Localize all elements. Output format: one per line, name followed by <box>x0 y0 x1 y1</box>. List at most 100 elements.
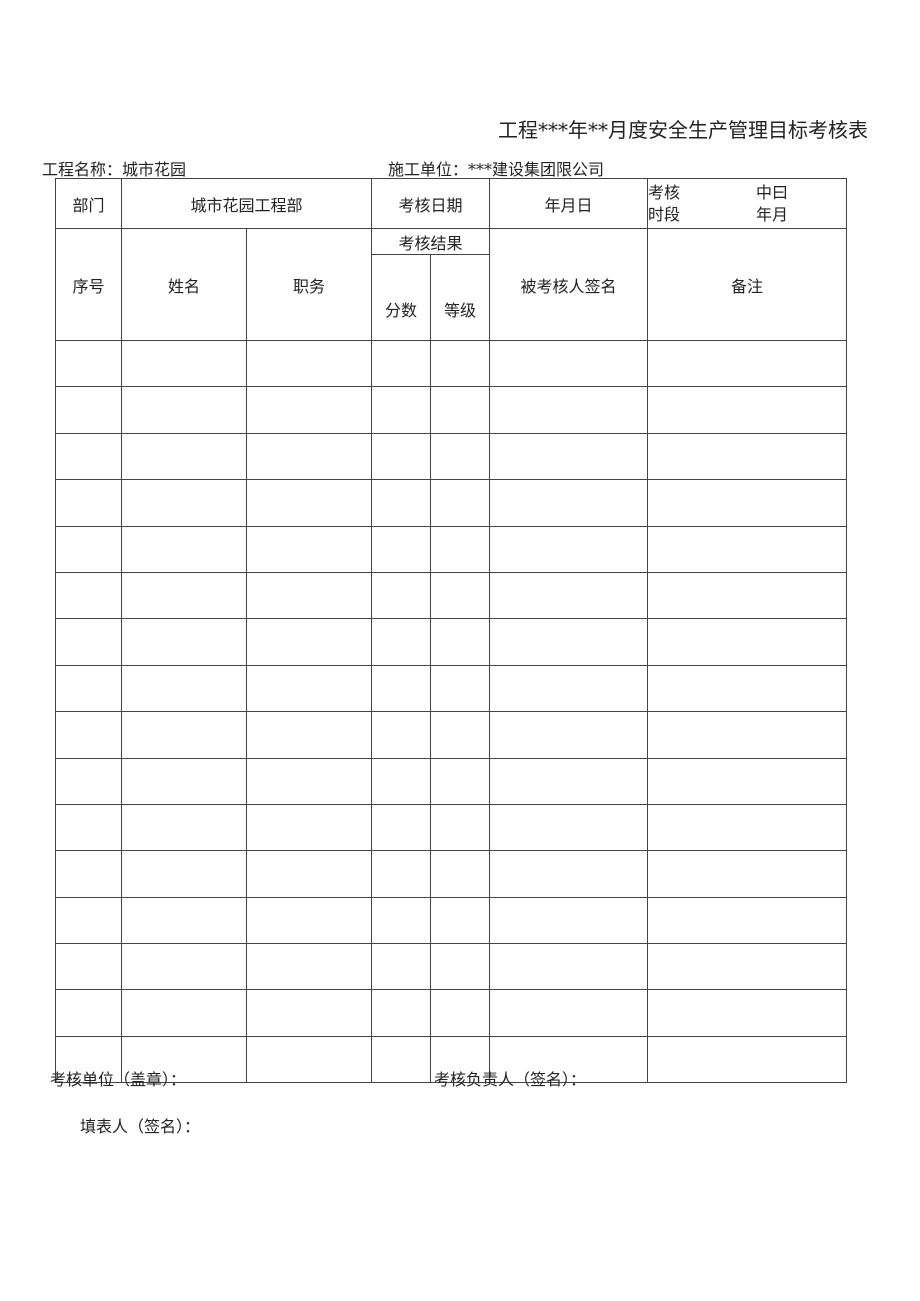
empty-cell[interactable] <box>371 571 432 620</box>
empty-cell[interactable] <box>55 711 122 759</box>
empty-cell[interactable] <box>55 757 122 805</box>
empty-cell[interactable] <box>430 943 491 991</box>
empty-cell[interactable] <box>121 571 247 620</box>
empty-cell[interactable] <box>647 850 848 898</box>
empty-cell[interactable] <box>430 757 491 805</box>
empty-cell[interactable] <box>430 1035 491 1084</box>
empty-cell[interactable] <box>371 989 432 1037</box>
empty-cell[interactable] <box>647 896 848 945</box>
empty-cell[interactable] <box>647 571 848 620</box>
empty-cell[interactable] <box>647 711 848 759</box>
empty-cell[interactable] <box>371 479 432 527</box>
empty-cell[interactable] <box>371 711 432 759</box>
empty-cell[interactable] <box>55 525 122 573</box>
empty-cell[interactable] <box>245 664 373 713</box>
empty-cell[interactable] <box>371 757 432 805</box>
empty-cell[interactable] <box>371 339 432 388</box>
empty-cell[interactable] <box>55 896 122 945</box>
empty-cell[interactable] <box>489 432 649 481</box>
empty-cell[interactable] <box>55 571 122 620</box>
empty-cell[interactable] <box>245 850 373 898</box>
empty-cell[interactable] <box>430 803 491 852</box>
empty-cell[interactable] <box>245 989 373 1037</box>
empty-cell[interactable] <box>371 850 432 898</box>
empty-cell[interactable] <box>489 479 649 527</box>
empty-cell[interactable] <box>430 339 491 388</box>
empty-cell[interactable] <box>430 571 491 620</box>
empty-cell[interactable] <box>121 664 247 713</box>
empty-cell[interactable] <box>55 803 122 852</box>
empty-cell[interactable] <box>371 386 432 434</box>
empty-cell[interactable] <box>489 339 649 388</box>
empty-cell[interactable] <box>489 803 649 852</box>
empty-cell[interactable] <box>647 803 848 852</box>
empty-cell[interactable] <box>647 943 848 991</box>
empty-cell[interactable] <box>55 850 122 898</box>
empty-cell[interactable] <box>245 803 373 852</box>
empty-cell[interactable] <box>55 339 122 388</box>
empty-cell[interactable] <box>647 432 848 481</box>
empty-cell[interactable] <box>121 339 247 388</box>
empty-cell[interactable] <box>647 479 848 527</box>
empty-cell[interactable] <box>245 896 373 945</box>
empty-cell[interactable] <box>121 711 247 759</box>
empty-cell[interactable] <box>121 479 247 527</box>
empty-cell[interactable] <box>430 896 491 945</box>
empty-cell[interactable] <box>245 339 373 388</box>
empty-cell[interactable] <box>647 339 848 388</box>
empty-cell[interactable] <box>245 618 373 666</box>
empty-cell[interactable] <box>489 850 649 898</box>
empty-cell[interactable] <box>489 386 649 434</box>
empty-cell[interactable] <box>245 711 373 759</box>
empty-cell[interactable] <box>371 525 432 573</box>
empty-cell[interactable] <box>245 1035 373 1084</box>
empty-cell[interactable] <box>371 664 432 713</box>
empty-cell[interactable] <box>489 896 649 945</box>
empty-cell[interactable] <box>647 989 848 1037</box>
empty-cell[interactable] <box>245 386 373 434</box>
empty-cell[interactable] <box>245 525 373 573</box>
empty-cell[interactable] <box>371 803 432 852</box>
empty-cell[interactable] <box>121 432 247 481</box>
empty-cell[interactable] <box>489 664 649 713</box>
empty-cell[interactable] <box>647 1035 848 1084</box>
empty-cell[interactable] <box>489 943 649 991</box>
empty-cell[interactable] <box>371 432 432 481</box>
empty-cell[interactable] <box>121 618 247 666</box>
empty-cell[interactable] <box>489 1035 649 1084</box>
empty-cell[interactable] <box>55 479 122 527</box>
empty-cell[interactable] <box>55 943 122 991</box>
empty-cell[interactable] <box>245 943 373 991</box>
empty-cell[interactable] <box>121 525 247 573</box>
empty-cell[interactable] <box>121 386 247 434</box>
empty-cell[interactable] <box>121 757 247 805</box>
empty-cell[interactable] <box>121 989 247 1037</box>
empty-cell[interactable] <box>55 386 122 434</box>
empty-cell[interactable] <box>245 757 373 805</box>
empty-cell[interactable] <box>245 571 373 620</box>
empty-cell[interactable] <box>121 1035 247 1084</box>
empty-cell[interactable] <box>489 618 649 666</box>
empty-cell[interactable] <box>121 850 247 898</box>
empty-cell[interactable] <box>647 386 848 434</box>
empty-cell[interactable] <box>371 1035 432 1084</box>
empty-cell[interactable] <box>371 618 432 666</box>
empty-cell[interactable] <box>430 618 491 666</box>
empty-cell[interactable] <box>121 896 247 945</box>
empty-cell[interactable] <box>55 432 122 481</box>
empty-cell[interactable] <box>371 896 432 945</box>
empty-cell[interactable] <box>430 989 491 1037</box>
empty-cell[interactable] <box>430 711 491 759</box>
empty-cell[interactable] <box>489 571 649 620</box>
empty-cell[interactable] <box>245 432 373 481</box>
empty-cell[interactable] <box>647 664 848 713</box>
empty-cell[interactable] <box>121 943 247 991</box>
empty-cell[interactable] <box>55 664 122 713</box>
empty-cell[interactable] <box>430 432 491 481</box>
empty-cell[interactable] <box>245 479 373 527</box>
empty-cell[interactable] <box>55 618 122 666</box>
empty-cell[interactable] <box>489 757 649 805</box>
empty-cell[interactable] <box>489 525 649 573</box>
empty-cell[interactable] <box>489 711 649 759</box>
empty-cell[interactable] <box>430 479 491 527</box>
